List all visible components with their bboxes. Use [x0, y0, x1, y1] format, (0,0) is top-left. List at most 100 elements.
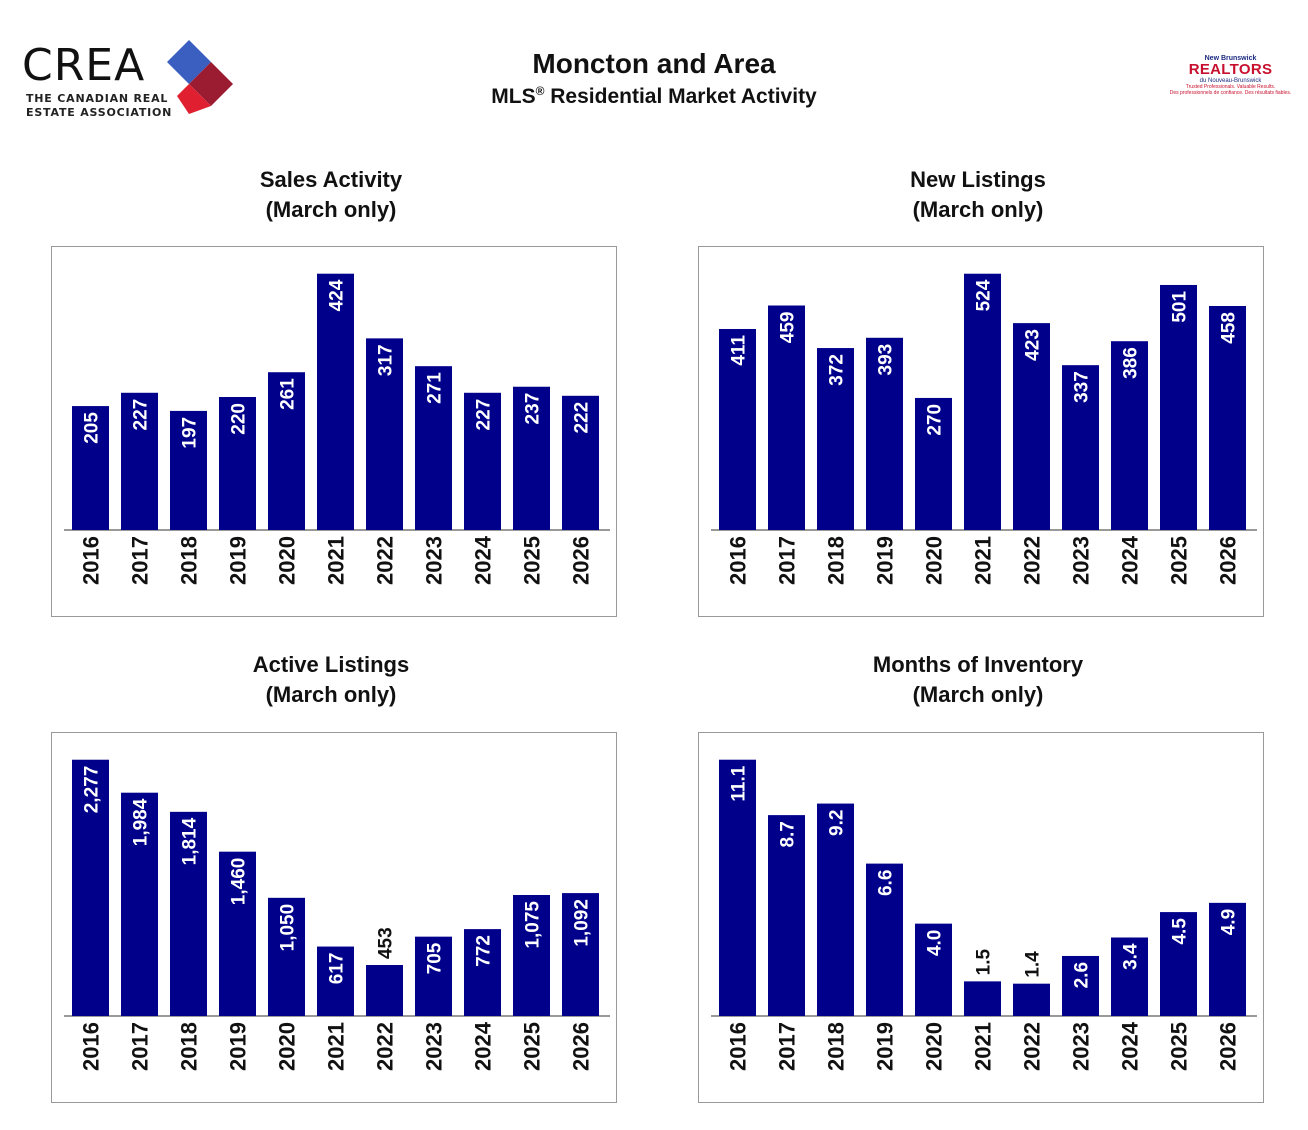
- x-tick-label: 2025: [1167, 536, 1192, 585]
- x-tick-label: 2021: [971, 536, 996, 585]
- crea-diamond-icon: [167, 40, 233, 114]
- bar-2016: [719, 759, 756, 1016]
- bar-value-label: 2,277: [82, 766, 103, 814]
- x-tick-label: 2023: [1069, 1022, 1094, 1071]
- bar-2024: [1111, 341, 1148, 530]
- bar-2018: [817, 348, 854, 530]
- page-title: Moncton and Area: [532, 48, 776, 79]
- bar-value-label: 1,075: [523, 901, 544, 949]
- bar-2020: [268, 897, 305, 1016]
- bar-2026: [562, 893, 599, 1016]
- bar-value-label: 424: [327, 279, 348, 311]
- bar-2016: [72, 406, 109, 530]
- bar-value-label: 222: [572, 402, 593, 434]
- bar-value-label: 501: [1170, 291, 1191, 323]
- bar-value-label: 772: [474, 935, 495, 967]
- nb-logo-top: New Brunswick: [1204, 55, 1257, 62]
- bar-2017: [121, 392, 158, 530]
- x-tick-label: 2023: [1069, 536, 1094, 585]
- bar-value-label: 4.5: [1170, 918, 1191, 945]
- x-tick-label: 2023: [422, 1022, 447, 1071]
- bar-2018: [817, 803, 854, 1016]
- x-tick-label: 2020: [275, 536, 300, 585]
- sales-subtitle: (March only): [265, 197, 397, 222]
- bar-value-label: 524: [974, 279, 995, 311]
- bar-2024: [1111, 937, 1148, 1016]
- x-tick-label: 2024: [1118, 535, 1143, 585]
- new-listings-subtitle: (March only): [912, 197, 1044, 222]
- x-tick-label: 2018: [177, 536, 202, 585]
- x-tick-label: 2016: [726, 536, 751, 585]
- x-tick-label: 2026: [569, 1022, 594, 1071]
- new-listings-title: New Listings: [910, 167, 1046, 192]
- nb-logo-tag-2: Des professionnels de confiance. Des rés…: [1169, 90, 1292, 96]
- bar-value-label: 458: [1219, 312, 1240, 344]
- months-inventory-chart: 11.1 2016 8.7 2017 9.2 2018 6.6 2019 4.0 2020 1.5 2…: [698, 732, 1264, 1103]
- bar-value-label: 1.4: [1023, 951, 1044, 978]
- nb-logo-tag-1: Trusted Professionals. Valuable Results.: [1185, 84, 1276, 90]
- months-inventory-chart-title: Months of Inventory (March only): [695, 650, 1261, 710]
- bar-value-label: 4.0: [925, 930, 946, 956]
- crea-wordmark: CREA: [22, 40, 146, 91]
- bar-value-label: 459: [778, 312, 799, 344]
- active-listings-chart: 2,277 2016 1,984 2017 1,814 2018 1,460 2019 1,05…: [51, 732, 617, 1103]
- months-inventory-svg: 11.1 2016 8.7 2017 9.2 2018 6.6 2019 4.0 2020 1.5 2…: [711, 759, 1257, 1071]
- bar-2019: [866, 337, 903, 530]
- bar-value-label: 1,460: [229, 858, 250, 906]
- nb-realtors-logo: New Brunswick REALTORS du Nouveau-Brunsw…: [1168, 55, 1293, 105]
- x-tick-label: 2016: [79, 536, 104, 585]
- bar-value-label: 386: [1121, 347, 1142, 379]
- bar-value-label: 6.6: [876, 870, 897, 896]
- bar-2026: [1209, 902, 1246, 1016]
- bar-2020: [915, 923, 952, 1016]
- bar-value-label: 261: [278, 378, 299, 410]
- bar-value-label: 393: [876, 344, 897, 376]
- bar-value-label: 3.4: [1121, 943, 1142, 970]
- x-tick-label: 2026: [1216, 536, 1241, 585]
- bar-2023: [1062, 955, 1099, 1016]
- bar-value-label: 317: [376, 344, 397, 376]
- bar-2022: [1013, 983, 1050, 1016]
- bar-value-label: 1,050: [278, 904, 299, 952]
- active-listings-chart-title: Active Listings (March only): [48, 650, 614, 710]
- bar-2016: [72, 759, 109, 1016]
- bar-2021: [964, 981, 1001, 1016]
- bar-value-label: 270: [925, 404, 946, 436]
- registered-mark: ®: [535, 84, 545, 98]
- bar-2020: [268, 372, 305, 530]
- x-tick-label: 2025: [1167, 1022, 1192, 1071]
- bar-2017: [768, 815, 805, 1016]
- sales-activity-chart: 205 2016 227 2017 197 2018 220 2019 261 2020 424 20…: [51, 246, 617, 617]
- bar-value-label: 227: [131, 399, 152, 431]
- x-tick-label: 2023: [422, 536, 447, 585]
- bar-value-label: 1,814: [180, 817, 201, 865]
- bar-2025: [513, 386, 550, 530]
- x-tick-label: 2026: [569, 536, 594, 585]
- bar-value-label: 337: [1072, 371, 1093, 403]
- bar-2019: [866, 863, 903, 1016]
- bar-2021: [317, 273, 354, 530]
- bar-2026: [562, 395, 599, 530]
- x-tick-label: 2020: [922, 536, 947, 585]
- x-tick-label: 2016: [726, 1022, 751, 1071]
- x-tick-label: 2018: [177, 1022, 202, 1071]
- x-tick-label: 2018: [824, 536, 849, 585]
- bar-2022: [366, 965, 403, 1016]
- bar-value-label: 197: [180, 417, 201, 449]
- subtitle-post: Residential Market Activity: [544, 85, 817, 108]
- x-tick-label: 2017: [128, 1022, 153, 1071]
- bar-2021: [317, 946, 354, 1016]
- bar-value-label: 4.9: [1219, 909, 1240, 935]
- bar-2019: [219, 851, 256, 1016]
- bar-2023: [1062, 365, 1099, 530]
- nb-logo-sub: du Nouveau-Brunswick: [1199, 78, 1262, 84]
- bar-value-label: 220: [229, 403, 250, 435]
- bar-2022: [366, 338, 403, 530]
- x-tick-label: 2022: [373, 1022, 398, 1071]
- bar-value-label: 1,092: [572, 899, 593, 947]
- page-subtitle: MLS® Residential Market Activity: [0, 84, 1308, 109]
- x-tick-label: 2024: [471, 535, 496, 585]
- sales-title: Sales Activity: [259, 167, 403, 192]
- bar-value-label: 423: [1023, 329, 1044, 361]
- x-tick-label: 2022: [373, 536, 398, 585]
